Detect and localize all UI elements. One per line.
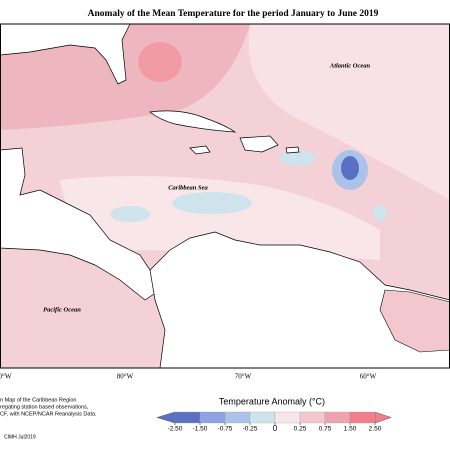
land: [149, 110, 237, 133]
longitude-label: 80°W: [117, 373, 134, 381]
map-title: Anomaly of the Mean Temperature for the …: [88, 9, 379, 19]
legend-title: Temperature Anomaly (°C): [219, 396, 325, 406]
legend-bin: [274, 411, 301, 424]
legend-tick-label: 0: [273, 424, 278, 433]
footnote-line: regating station based observations,: [0, 404, 89, 410]
land: [0, 147, 161, 301]
anomaly-area: [138, 42, 182, 82]
legend-bin: [224, 411, 251, 424]
legend-bin: [249, 411, 276, 424]
land: [0, 23, 131, 85]
credit: CIMH Jul2019: [4, 434, 36, 440]
anomaly-area: [341, 156, 359, 180]
legend-tick-label: -0.25: [243, 426, 258, 433]
legend-tick-label: -0.75: [218, 426, 233, 433]
legend-bin: [299, 411, 326, 424]
land: [149, 231, 450, 369]
anomaly-area: [280, 150, 316, 166]
legend-arrow: [374, 411, 392, 424]
legend: Temperature Anomaly (°C) -2.50 -1.50 -0.75…: [156, 396, 392, 433]
ocean-label: Caribbean Sea: [168, 184, 208, 191]
land: [189, 145, 211, 155]
map: Atlantic Ocean Caribbean Sea Pacific Oce…: [0, 23, 450, 381]
ocean-label: Pacific Ocean: [43, 306, 81, 313]
footnote-line: n Map of the Caribbean Region: [0, 397, 76, 403]
legend-bin: [174, 411, 201, 424]
legend-bin: [349, 411, 376, 424]
legend-tick-label: 0.75: [319, 426, 332, 433]
anomaly-area: [373, 205, 387, 221]
land: [239, 135, 279, 153]
anomaly-area: [110, 206, 150, 222]
legend-bin: [324, 411, 351, 424]
longitude-label: 0°W: [0, 373, 12, 381]
legend-tick-label: 2.50: [369, 426, 382, 433]
legend-tick-label: -1.50: [193, 426, 208, 433]
anomaly-area: [248, 24, 450, 200]
legend-tick-label: -2.50: [168, 426, 183, 433]
anomaly-area: [379, 289, 450, 353]
longitude-label: 60°W: [360, 373, 377, 381]
legend-tick-label: 1.50: [344, 426, 357, 433]
legend-bin: [199, 411, 226, 424]
land: [285, 146, 300, 154]
longitude-label: 70°W: [235, 373, 252, 381]
footnote-line: CF, with NCEP/NCAR Reanalysis Data.: [0, 411, 97, 417]
anomaly-area: [172, 192, 252, 214]
legend-tick-label: 0.25: [294, 426, 307, 433]
ocean-label: Atlantic Ocean: [329, 62, 371, 69]
legend-arrow: [156, 411, 176, 424]
anomaly-area: [60, 176, 380, 260]
